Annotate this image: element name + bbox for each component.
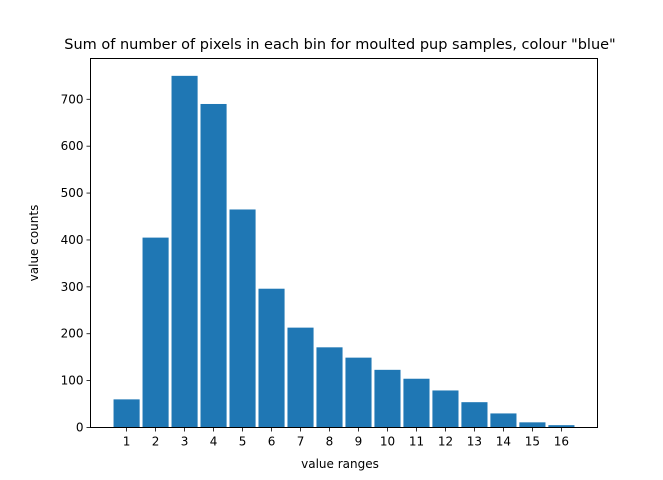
bar-11 xyxy=(403,378,430,428)
x-tick-label: 1 xyxy=(123,435,131,449)
bar-16 xyxy=(548,425,575,428)
bar-2 xyxy=(142,237,169,428)
bar-14 xyxy=(490,413,517,428)
y-axis-ticks: 0 100 200 300 400 500 600 700 xyxy=(61,92,91,435)
y-tick-label: 500 xyxy=(61,186,84,200)
bar-12 xyxy=(432,390,459,428)
plot-frame xyxy=(90,58,598,428)
bar-6 xyxy=(258,288,285,428)
y-tick-label: 200 xyxy=(61,327,84,341)
bar-7 xyxy=(287,327,314,428)
x-tick-label: 14 xyxy=(496,435,511,449)
bar-1 xyxy=(113,399,140,428)
x-tick-label: 3 xyxy=(181,435,189,449)
bar-3 xyxy=(171,75,198,428)
bar-4 xyxy=(200,103,227,428)
x-tick-label: 8 xyxy=(326,435,334,449)
x-axis-label: value ranges xyxy=(301,457,379,471)
y-axis-label: value counts xyxy=(27,205,41,282)
bar-10 xyxy=(374,369,401,428)
x-tick-label: 2 xyxy=(152,435,160,449)
y-tick-label: 600 xyxy=(61,139,84,153)
x-tick-label: 12 xyxy=(438,435,453,449)
x-tick-label: 16 xyxy=(554,435,569,449)
bar-9 xyxy=(345,357,372,428)
y-tick-label: 700 xyxy=(61,92,84,106)
x-axis-ticks: 1 2 3 4 5 6 7 8 9 10 11 12 13 14 15 16 xyxy=(123,427,569,449)
x-tick-label: 15 xyxy=(525,435,540,449)
y-tick-label: 100 xyxy=(61,374,84,388)
bar-13 xyxy=(461,402,488,428)
x-tick-label: 6 xyxy=(268,435,276,449)
bar-15 xyxy=(519,422,546,428)
x-tick-label: 13 xyxy=(467,435,482,449)
x-tick-label: 9 xyxy=(355,435,363,449)
x-tick-label: 11 xyxy=(409,435,424,449)
x-tick-label: 5 xyxy=(239,435,247,449)
x-tick-label: 4 xyxy=(210,435,218,449)
y-tick-label: 400 xyxy=(61,233,84,247)
bar-5 xyxy=(229,209,256,428)
y-tick-label: 300 xyxy=(61,280,84,294)
y-tick-label: 0 xyxy=(76,421,84,435)
bar-8 xyxy=(316,347,343,428)
bars-group xyxy=(113,75,575,428)
x-tick-label: 10 xyxy=(380,435,395,449)
x-tick-label: 7 xyxy=(297,435,305,449)
chart-title: Sum of number of pixels in each bin for … xyxy=(64,37,615,53)
